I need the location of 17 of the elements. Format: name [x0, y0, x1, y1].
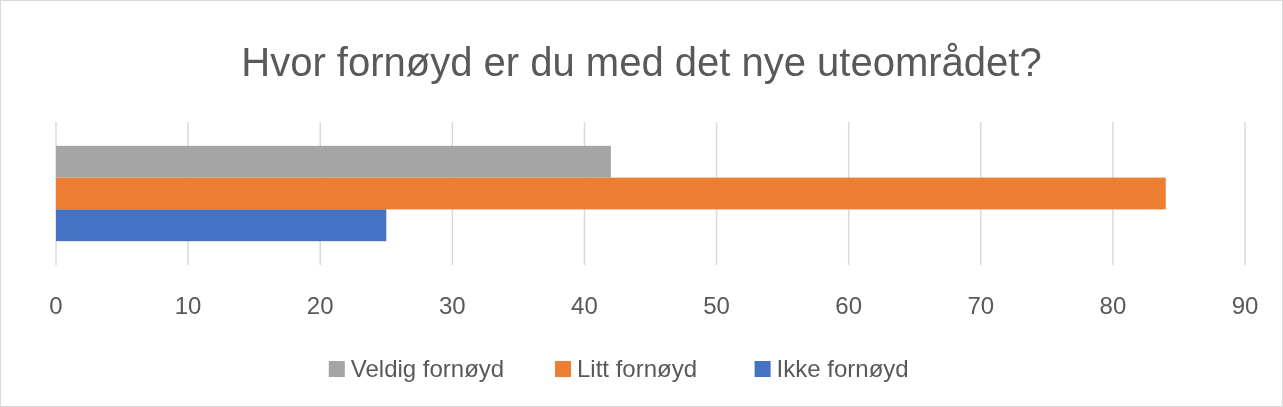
bar	[56, 209, 387, 242]
legend-label: Ikke fornøyd	[776, 355, 909, 382]
bar	[56, 177, 1166, 210]
x-tick-label: 20	[306, 292, 334, 319]
x-tick-label: 10	[174, 292, 202, 319]
x-tick-label: 60	[835, 292, 863, 319]
x-tick-label: 0	[49, 292, 63, 319]
x-tick-label: 70	[967, 292, 995, 319]
bar	[56, 145, 611, 178]
legend-label: Litt fornøyd	[577, 355, 698, 382]
chart-title: Hvor fornøyd er du med det nye uteområdet?	[241, 40, 1042, 84]
legend-label: Veldig fornøyd	[350, 355, 505, 382]
x-tick-label: 90	[1231, 292, 1259, 319]
x-tick-label: 40	[571, 292, 598, 319]
x-tick-label: 30	[438, 292, 466, 319]
x-tick-label: 80	[1099, 292, 1127, 319]
x-tick-label: 50	[703, 292, 730, 319]
